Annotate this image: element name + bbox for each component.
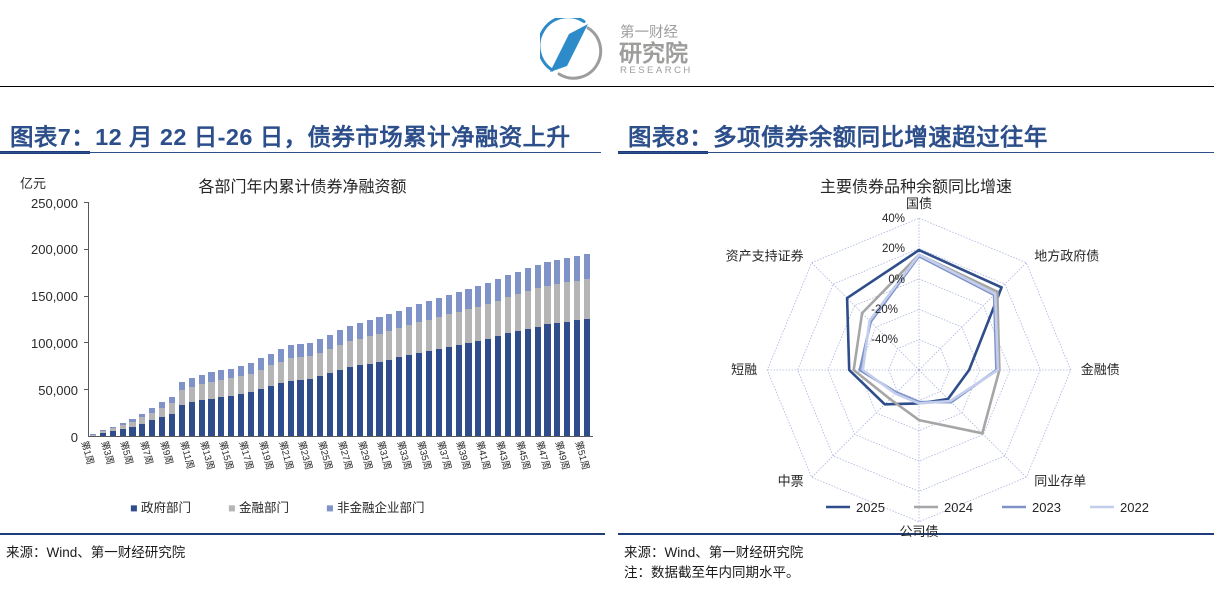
svg-text:2025: 2025	[856, 500, 885, 515]
svg-text:中票: 中票	[778, 473, 804, 488]
svg-text:金融债: 金融债	[1081, 362, 1120, 377]
svg-text:国债: 国债	[906, 196, 932, 211]
svg-text:2023: 2023	[1032, 500, 1061, 515]
svg-text:同业存单: 同业存单	[1034, 473, 1086, 488]
svg-text:-40%: -40%	[871, 334, 898, 346]
svg-text:20%: 20%	[882, 243, 905, 255]
svg-text:短融: 短融	[731, 362, 757, 377]
svg-text:地方政府债: 地方政府债	[1034, 249, 1099, 264]
svg-text:0%: 0%	[888, 274, 905, 286]
svg-text:2022: 2022	[1120, 500, 1149, 515]
svg-text:2024: 2024	[944, 500, 973, 515]
svg-text:公司债: 公司债	[899, 524, 938, 539]
svg-text:-20%: -20%	[871, 304, 898, 316]
svg-text:资产支持证券: 资产支持证券	[726, 249, 804, 264]
svg-text:40%: 40%	[882, 213, 905, 225]
